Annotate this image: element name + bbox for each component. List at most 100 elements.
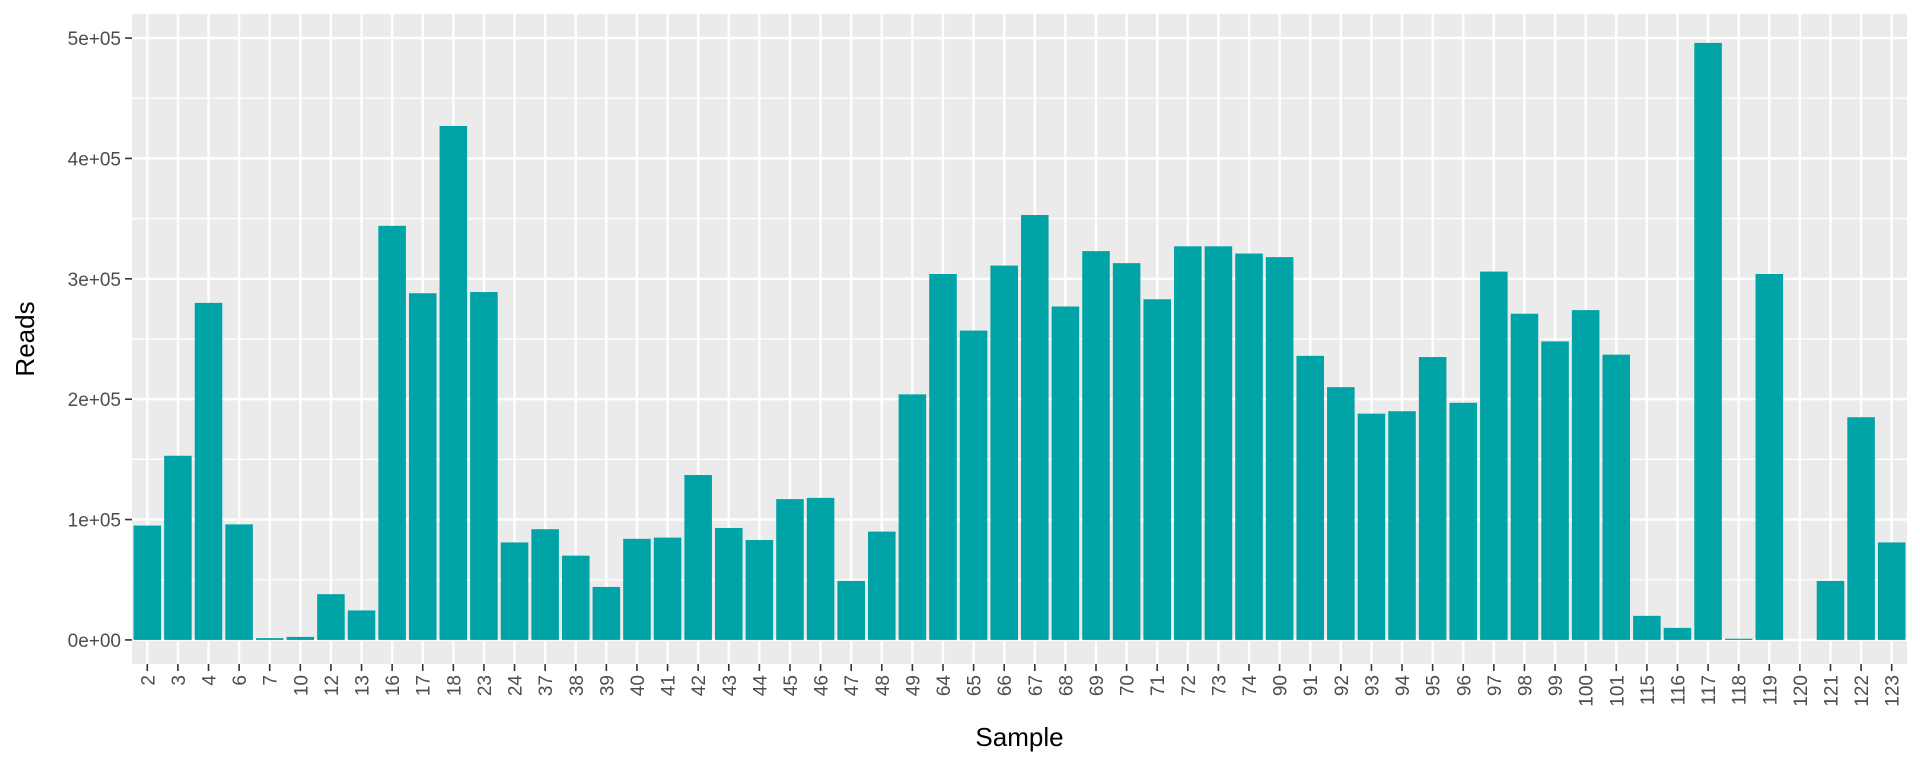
bar (1174, 246, 1202, 640)
x-axis-ticks: 2 3 4 6 7 10 12 13 16 17 18 23 24 37 38 39 40 41 42 43 44 45 4… (138, 664, 1904, 707)
y-tick-label: 5e+05 (68, 29, 121, 50)
y-axis-title: Reads (10, 301, 40, 376)
x-tick-label: 97 (1485, 675, 1506, 696)
bar (653, 537, 682, 640)
y-axis-ticks: 0e+00 1e+05 2e+05 3e+05 4e+05 5e+05 (68, 29, 132, 652)
bar (1877, 542, 1906, 640)
x-tick-label: 3 (169, 675, 190, 686)
x-tick-label: 121 (1821, 675, 1842, 707)
bar (959, 330, 988, 640)
bar (1388, 411, 1416, 640)
x-tick-label: 66 (995, 675, 1016, 696)
x-tick-label: 12 (322, 675, 343, 696)
bar (1357, 413, 1386, 640)
bar (561, 555, 590, 640)
x-tick-label: 115 (1638, 675, 1659, 705)
bar (868, 531, 896, 640)
bar (929, 274, 957, 640)
x-tick-label: 24 (506, 675, 527, 697)
x-tick-label: 46 (812, 675, 833, 696)
bar (1480, 271, 1508, 640)
bar (1694, 42, 1722, 640)
x-tick-label: 65 (965, 675, 986, 696)
bar (347, 610, 376, 640)
bar (408, 293, 437, 640)
x-tick-label: 40 (628, 675, 649, 696)
bar (1265, 257, 1294, 640)
x-tick-label: 67 (1026, 675, 1047, 696)
bar (1235, 253, 1263, 640)
bar (317, 594, 345, 640)
bar (1541, 341, 1569, 640)
bar (1510, 313, 1539, 640)
x-tick-label: 4 (200, 675, 221, 686)
bar (1633, 615, 1661, 640)
x-tick-label: 39 (597, 675, 618, 696)
bar (500, 542, 529, 640)
x-tick-label: 72 (1179, 675, 1200, 696)
x-tick-label: 123 (1883, 675, 1904, 707)
bar (1755, 274, 1784, 640)
x-tick-label: 90 (1271, 675, 1292, 696)
x-tick-label: 91 (1301, 675, 1322, 696)
bar (1816, 580, 1845, 640)
bar (623, 538, 651, 640)
bar (898, 394, 927, 640)
x-tick-label: 96 (1454, 675, 1475, 696)
bar (990, 265, 1018, 640)
bar (1112, 263, 1141, 640)
bars (133, 42, 1906, 640)
bar (592, 586, 621, 640)
x-tick-label: 92 (1332, 675, 1353, 696)
bar (133, 525, 162, 640)
x-tick-label: 64 (934, 675, 955, 697)
x-tick-label: 42 (689, 675, 710, 696)
bar (1663, 627, 1692, 640)
x-tick-label: 93 (1362, 675, 1383, 696)
y-tick-label: 2e+05 (68, 390, 121, 411)
x-tick-label: 99 (1546, 675, 1567, 696)
x-tick-label: 44 (750, 675, 771, 697)
y-tick-label: 3e+05 (68, 270, 121, 291)
bar (439, 125, 468, 640)
x-tick-label: 37 (536, 675, 557, 696)
bar (1082, 251, 1110, 640)
x-tick-label: 119 (1760, 675, 1781, 705)
x-tick-label: 41 (659, 675, 680, 696)
bar (1724, 638, 1753, 640)
x-tick-label: 48 (873, 675, 894, 696)
x-tick-label: 94 (1393, 675, 1414, 697)
x-tick-label: 47 (842, 675, 863, 696)
x-tick-label: 68 (1056, 675, 1077, 696)
bar (1602, 354, 1631, 640)
bar (745, 540, 774, 640)
bar (1296, 355, 1325, 640)
x-tick-label: 95 (1424, 675, 1445, 696)
x-tick-label: 2 (138, 675, 159, 686)
bar (1051, 306, 1080, 640)
x-tick-label: 117 (1699, 675, 1720, 705)
bar (225, 524, 253, 640)
y-tick-label: 1e+05 (68, 511, 121, 532)
x-tick-label: 116 (1668, 675, 1689, 705)
x-tick-label: 73 (1209, 675, 1230, 696)
bar (806, 497, 835, 640)
x-tick-label: 13 (353, 675, 374, 696)
bar (1847, 417, 1875, 640)
x-tick-label: 45 (781, 675, 802, 696)
x-tick-label: 74 (1240, 675, 1261, 697)
y-tick-label: 0e+00 (68, 631, 121, 652)
x-tick-label: 71 (1148, 675, 1169, 696)
x-tick-label: 100 (1577, 675, 1598, 707)
x-tick-label: 38 (567, 675, 588, 696)
x-tick-label: 70 (1118, 675, 1139, 696)
x-axis-title: Sample (975, 722, 1063, 752)
x-tick-label: 98 (1515, 675, 1536, 696)
bar (255, 638, 284, 640)
y-tick-label: 4e+05 (68, 149, 121, 170)
x-tick-label: 49 (903, 675, 924, 696)
bar (837, 580, 865, 640)
x-tick-label: 23 (475, 675, 496, 696)
bar (1449, 402, 1478, 640)
